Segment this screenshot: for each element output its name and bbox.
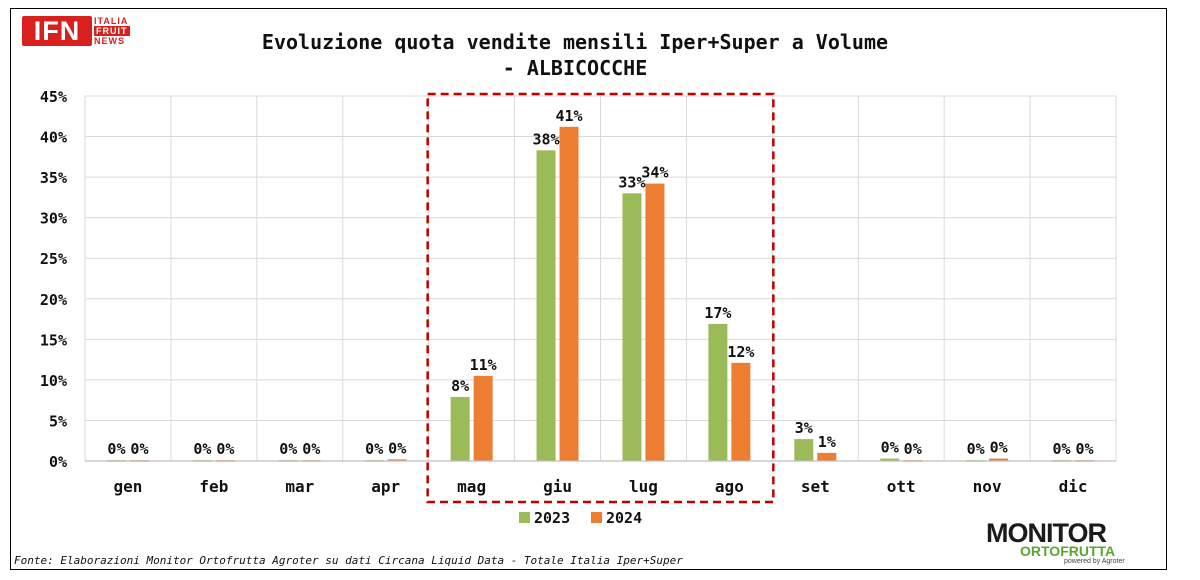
monitor-logo-main: MONITOR — [986, 518, 1107, 548]
x-tick-label: set — [801, 477, 830, 496]
bar-2024-mag — [473, 375, 493, 461]
data-label-2023-ago: 17% — [704, 304, 731, 322]
x-tick-label: mar — [285, 477, 314, 496]
bar-2023-giu — [536, 150, 556, 461]
chart-subtitle: - ALBICOCCHE — [502, 56, 648, 80]
data-label-2024-nov: 0% — [990, 439, 1008, 457]
data-label-2023-gen: 0% — [107, 440, 125, 458]
legend-label-2023: 2023 — [534, 509, 570, 527]
data-label-2024-ott: 0% — [904, 440, 922, 458]
bar-2023-ago — [708, 323, 728, 461]
data-label-2024-feb: 0% — [216, 440, 234, 458]
bar-2023-set — [794, 439, 814, 461]
bar-2023-ott — [880, 458, 900, 461]
data-label-2024-mag: 11% — [470, 356, 497, 374]
x-tick-label: apr — [371, 477, 400, 496]
bar-2024-set — [817, 452, 837, 461]
source-note: Fonte: Elaborazioni Monitor Ortofrutta A… — [14, 554, 683, 567]
data-label-2023-mag: 8% — [451, 377, 469, 395]
bar-2023-mag — [450, 396, 470, 461]
x-tick-label: ott — [887, 477, 916, 496]
data-label-2024-apr: 0% — [388, 439, 406, 457]
legend-label-2024: 2024 — [606, 509, 642, 527]
legend-swatch-2024 — [591, 512, 602, 523]
x-tick-label: giu — [543, 477, 572, 496]
x-tick-label: feb — [199, 477, 228, 496]
chart-frame — [10, 8, 1167, 570]
y-tick-label: 30% — [40, 210, 67, 228]
bar-2024-giu — [559, 126, 579, 462]
monitor-ortofrutta-logo: MONITOR ORTOFRUTTA powered by Agroter — [986, 518, 1136, 568]
y-tick-label: 0% — [49, 453, 67, 471]
x-tick-label: gen — [114, 477, 143, 496]
y-tick-label: 20% — [40, 291, 67, 309]
bar-2024-lug — [645, 183, 665, 461]
y-tick-label: 35% — [40, 169, 67, 187]
ifn-logo-line2: FRUIT — [94, 26, 130, 36]
data-label-2023-dic: 0% — [1053, 440, 1071, 458]
data-label-2024-dic: 0% — [1076, 440, 1094, 458]
data-label-2024-gen: 0% — [130, 440, 148, 458]
data-label-2024-set: 1% — [818, 433, 836, 451]
legend-swatch-2023 — [519, 512, 530, 523]
y-tick-label: 15% — [40, 331, 67, 349]
data-label-2023-lug: 33% — [618, 173, 645, 191]
y-tick-label: 10% — [40, 372, 67, 390]
ifn-logo: IFN ITALIA FRUIT NEWS — [22, 14, 140, 50]
monitor-logo-powered: powered by Agroter — [1064, 558, 1125, 565]
ifn-logo-line3: NEWS — [94, 36, 125, 46]
y-tick-label: 5% — [49, 412, 67, 430]
bar-2024-ago — [731, 362, 751, 461]
chart-title: Evoluzione quota vendite mensili Iper+Su… — [261, 30, 889, 54]
data-label-2023-set: 3% — [795, 419, 813, 437]
y-tick-label: 40% — [40, 129, 67, 147]
data-label-2023-feb: 0% — [193, 440, 211, 458]
ifn-logo-line1: ITALIA — [94, 16, 129, 26]
data-label-2023-giu: 38% — [532, 130, 559, 148]
data-label-2024-giu: 41% — [555, 107, 582, 125]
data-label-2024-lug: 34% — [641, 164, 668, 182]
y-tick-label: 45% — [40, 88, 67, 106]
data-label-2023-ott: 0% — [881, 439, 899, 457]
highlight-box — [426, 92, 775, 504]
data-label-2023-apr: 0% — [365, 440, 383, 458]
data-label-2024-mar: 0% — [302, 440, 320, 458]
bar-2024-nov — [989, 458, 1009, 461]
x-tick-label: dic — [1059, 477, 1088, 496]
data-label-2024-ago: 12% — [727, 343, 754, 361]
x-tick-label: ago — [715, 477, 744, 496]
y-tick-label: 25% — [40, 250, 67, 268]
x-tick-label: lug — [629, 477, 658, 496]
x-tick-label: mag — [457, 477, 486, 496]
bar-2024-apr — [387, 459, 407, 461]
data-label-2023-nov: 0% — [967, 440, 985, 458]
data-label-2023-mar: 0% — [279, 440, 297, 458]
bar-2023-lug — [622, 193, 642, 462]
x-tick-label: nov — [973, 477, 1002, 496]
monitor-logo-sub: ORTOFRUTTA — [1020, 543, 1116, 559]
ifn-logo-mark: IFN — [22, 16, 92, 46]
